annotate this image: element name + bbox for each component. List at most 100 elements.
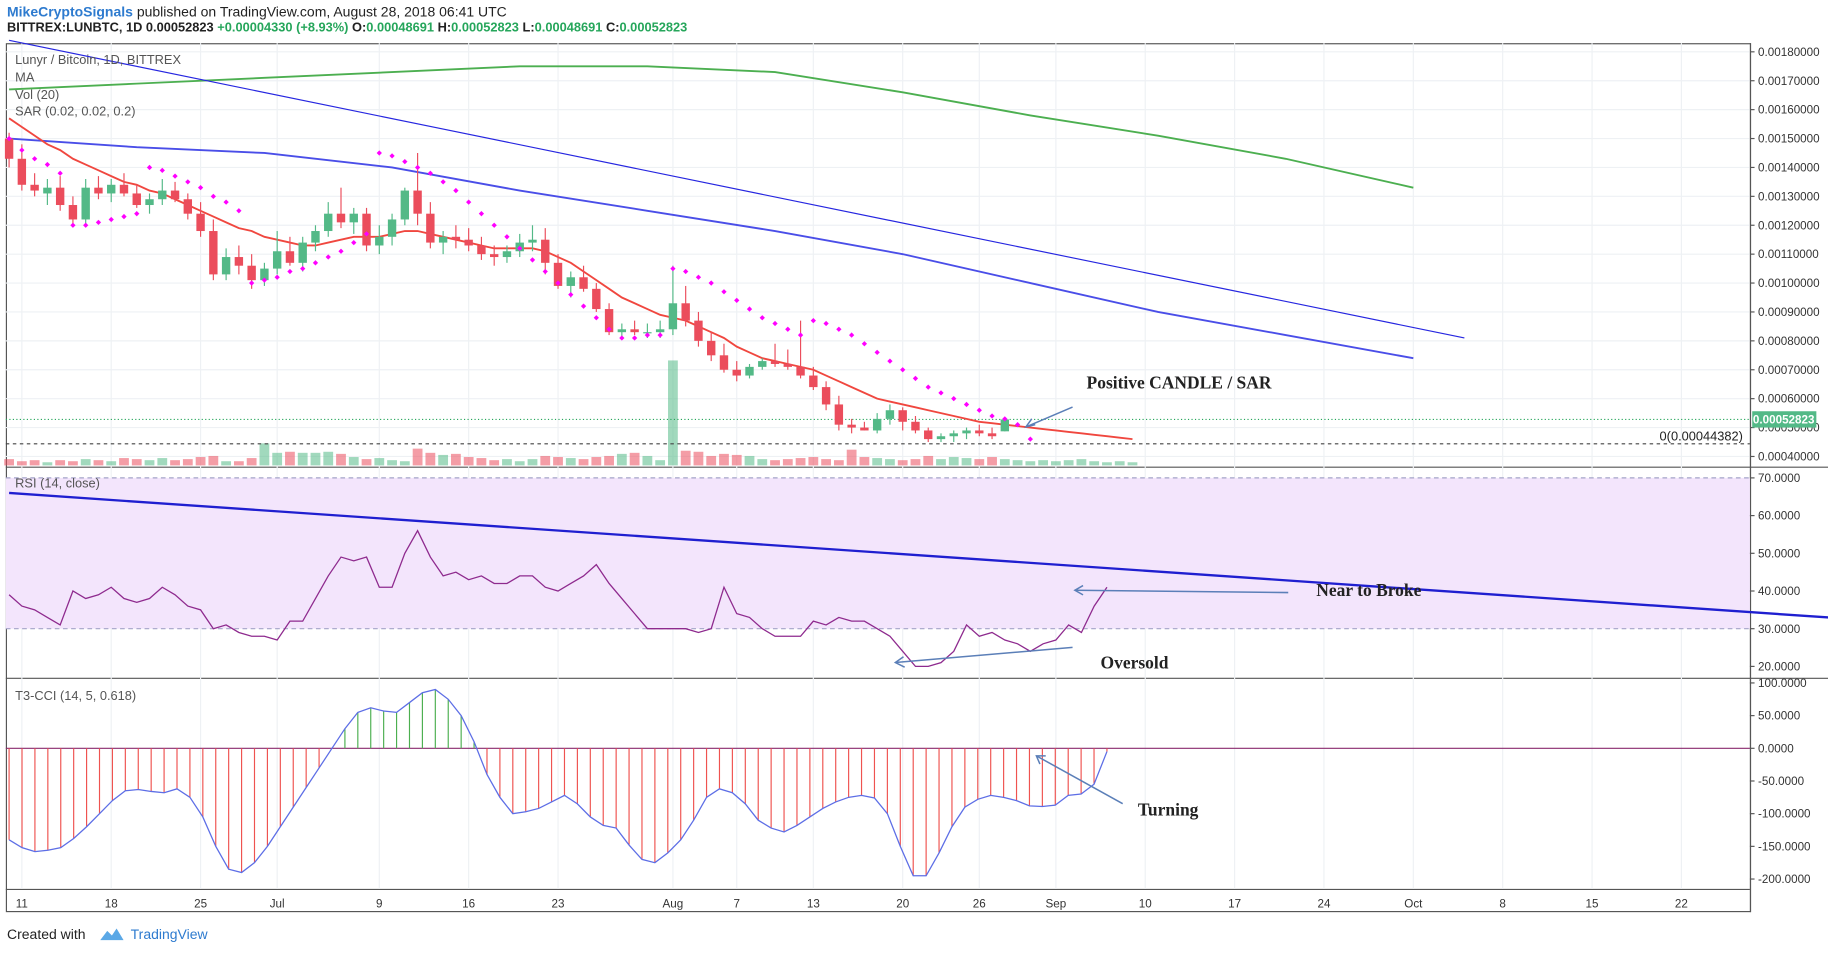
candle-body bbox=[541, 239, 550, 263]
time-axis-tick-label: 23 bbox=[552, 898, 565, 911]
sar-legend: SAR (0.02, 0.02, 0.2) bbox=[15, 103, 135, 118]
price-trendline bbox=[8, 39, 1465, 339]
sar-dot bbox=[670, 265, 676, 272]
volume-bar bbox=[514, 461, 525, 466]
candle-body bbox=[528, 239, 537, 243]
candle-body bbox=[872, 418, 882, 431]
tradingview-logo-icon bbox=[99, 928, 124, 941]
sar-dot bbox=[146, 164, 153, 171]
volume-bar bbox=[106, 461, 117, 466]
rsi-axis-tick-label: 50.0000 bbox=[1758, 547, 1801, 560]
footer-brand[interactable]: TradingView bbox=[130, 926, 208, 943]
sar-dot bbox=[925, 384, 931, 390]
sar-dot bbox=[900, 367, 906, 373]
author-link[interactable]: MikeCryptoSignals bbox=[6, 3, 133, 20]
time-axis-tick-label: 8 bbox=[1499, 898, 1505, 911]
sar-dot bbox=[325, 254, 331, 260]
low-label: L: bbox=[522, 20, 535, 35]
time-axis-tick-label: Aug bbox=[663, 898, 684, 911]
volume-bar bbox=[999, 459, 1010, 466]
rsi-axis-tick-label: 20.0000 bbox=[1758, 660, 1801, 673]
volume-bar bbox=[1012, 460, 1023, 466]
time-axis-tick-label: 24 bbox=[1317, 898, 1330, 911]
volume-bar bbox=[208, 455, 219, 466]
candle-body bbox=[962, 430, 971, 434]
volume-bar bbox=[910, 459, 921, 466]
candle-body bbox=[719, 355, 729, 370]
price-axis-tick-label: 0.00040000 bbox=[1758, 451, 1820, 464]
volume-bar bbox=[297, 452, 308, 466]
cci-axis-tick-label: -100.0000 bbox=[1758, 808, 1811, 821]
candle-body bbox=[260, 268, 269, 281]
candle-body bbox=[885, 410, 895, 419]
price-change: +0.00004330 (+8.93%) bbox=[217, 20, 349, 35]
sar-dot bbox=[772, 320, 778, 327]
candle-body bbox=[617, 329, 627, 333]
sar-dot bbox=[1002, 416, 1008, 422]
volume-bar bbox=[55, 460, 66, 466]
price-axis-tick-label: 0.00110000 bbox=[1758, 248, 1819, 261]
open-value: 0.00048691 bbox=[366, 20, 435, 35]
volume-bar bbox=[846, 449, 857, 466]
main-legend-title: Lunyr / Bitcoin, 1D, BITTREX bbox=[15, 52, 181, 67]
sar-dot bbox=[619, 335, 625, 341]
candle-body bbox=[783, 363, 792, 367]
volume-bar bbox=[833, 460, 844, 466]
cci-axis-tick-label: 50.0000 bbox=[1758, 710, 1801, 723]
candle-body bbox=[221, 257, 231, 275]
rsi-axis-tick-label: 70.0000 bbox=[1758, 472, 1801, 485]
time-axis-tick-label: 17 bbox=[1228, 898, 1241, 911]
sar-dot bbox=[976, 407, 982, 413]
sar-dot bbox=[95, 219, 102, 225]
candle-body bbox=[770, 361, 780, 364]
sar-dot bbox=[721, 289, 727, 295]
volume-bar bbox=[502, 459, 512, 466]
last-price-tag-text: 0.00052823 bbox=[1753, 413, 1815, 426]
sar-dots bbox=[6, 135, 1033, 442]
sar-dot bbox=[734, 297, 740, 304]
volume-bar bbox=[170, 460, 180, 466]
candle-body bbox=[604, 309, 614, 333]
publish-info: published on TradingView.com, August 28,… bbox=[136, 3, 507, 20]
price-axis[interactable]: 0.00180000 0.00170000 0.00160000 0.00150000… bbox=[1749, 46, 1820, 886]
candle-body bbox=[924, 430, 933, 440]
sar-dot bbox=[31, 156, 38, 162]
cci-axis-tick-label: -150.0000 bbox=[1758, 840, 1811, 853]
volume-bar bbox=[1050, 461, 1061, 466]
sar-dot bbox=[874, 349, 880, 356]
candle-body bbox=[834, 404, 844, 425]
candle-body bbox=[55, 187, 65, 206]
ma-legend: MA bbox=[15, 70, 35, 85]
volume-bar bbox=[157, 458, 168, 466]
volume-bar bbox=[476, 458, 487, 466]
candle-body bbox=[209, 231, 218, 275]
sar-dot bbox=[657, 332, 663, 338]
time-axis-tick-label: 15 bbox=[1586, 898, 1599, 911]
sar-dot bbox=[19, 147, 25, 153]
candle-body bbox=[566, 277, 575, 286]
candle-body bbox=[655, 329, 665, 333]
sar-dot bbox=[593, 315, 599, 321]
sar-dot bbox=[836, 326, 842, 332]
cci-histogram bbox=[5, 688, 1750, 877]
sar-dot bbox=[453, 187, 459, 194]
candle-body bbox=[1000, 419, 1010, 432]
candles bbox=[4, 132, 1010, 443]
candle-body bbox=[975, 430, 984, 434]
sar-dot bbox=[695, 274, 702, 280]
time-axis[interactable]: 11 18 25 Jul 9 16 23 Aug 7 13 20 26 Sep 10 17 24 Oct 8 15 2… bbox=[16, 898, 1688, 911]
volume-bar bbox=[119, 458, 129, 466]
volume-bar bbox=[336, 453, 346, 466]
high-label: H: bbox=[437, 20, 452, 35]
volume-bar bbox=[680, 450, 691, 466]
candle-body bbox=[936, 436, 946, 440]
annotation-turning: Turning bbox=[1138, 799, 1199, 819]
volume-bar bbox=[93, 460, 104, 466]
volume-bar bbox=[629, 452, 640, 466]
chart-canvas[interactable]: 0.00180000 0.00170000 0.00160000 0.00150000… bbox=[0, 0, 1828, 927]
last-price-tag: 0.00052823 bbox=[1752, 411, 1817, 428]
price-axis-tick-label: 0.00090000 bbox=[1758, 306, 1820, 319]
candle-body bbox=[196, 213, 205, 232]
footer-created: Created with bbox=[6, 926, 86, 943]
rsi-line bbox=[8, 529, 1108, 668]
